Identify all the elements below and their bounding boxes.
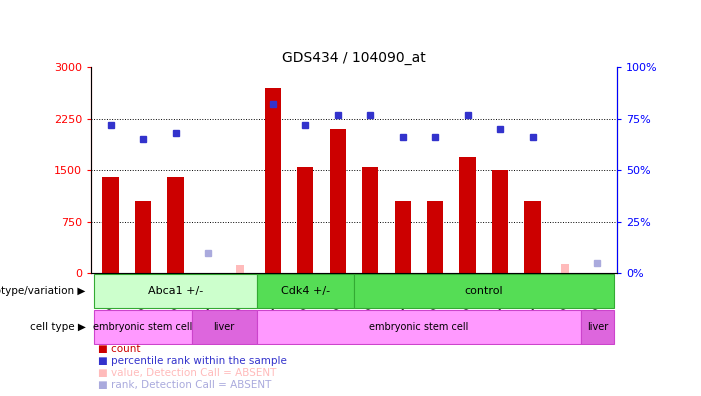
Bar (265, 88, 281, 273)
Bar (297, 167, 313, 273)
Bar (135, 201, 151, 273)
Bar (192, 310, 257, 344)
Text: Abca1 +/-: Abca1 +/- (148, 286, 203, 296)
Text: embryonic stem cell: embryonic stem cell (369, 322, 468, 332)
Bar (395, 201, 411, 273)
Bar (329, 129, 346, 273)
Bar (95, 274, 257, 308)
Text: embryonic stem cell: embryonic stem cell (93, 322, 193, 332)
Text: ■ percentile rank within the sample: ■ percentile rank within the sample (98, 356, 287, 366)
Bar (168, 177, 184, 273)
Text: liver: liver (214, 322, 235, 332)
Bar (524, 201, 540, 273)
Bar (459, 156, 476, 273)
Text: genotype/variation ▶: genotype/variation ▶ (0, 286, 86, 296)
Text: cell type ▶: cell type ▶ (30, 322, 86, 332)
Text: control: control (465, 286, 503, 296)
Bar (257, 274, 354, 308)
Text: ■ value, Detection Call = ABSENT: ■ value, Detection Call = ABSENT (98, 368, 276, 378)
Text: Cdk4 +/-: Cdk4 +/- (281, 286, 330, 296)
Bar (561, 264, 569, 273)
Bar (581, 310, 613, 344)
Bar (236, 265, 245, 273)
Bar (362, 167, 379, 273)
Title: GDS434 / 104090_at: GDS434 / 104090_at (282, 51, 426, 65)
Bar (257, 310, 581, 344)
Text: liver: liver (587, 322, 608, 332)
Bar (102, 177, 118, 273)
Text: ■ count: ■ count (98, 345, 141, 354)
Bar (354, 274, 613, 308)
Text: ■ rank, Detection Call = ABSENT: ■ rank, Detection Call = ABSENT (98, 380, 271, 390)
Bar (427, 201, 443, 273)
Bar (492, 170, 508, 273)
Bar (95, 310, 192, 344)
